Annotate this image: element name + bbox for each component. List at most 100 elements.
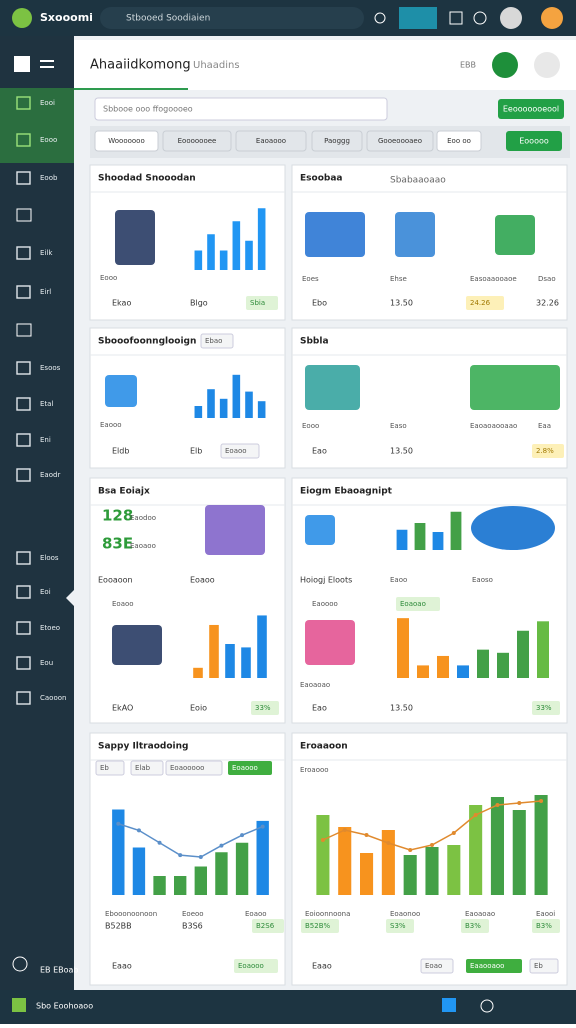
sidebar-icon[interactable] [16, 551, 31, 565]
sidebar-icon[interactable] [16, 171, 31, 185]
card-label[interactable]: Eb [534, 962, 543, 970]
badge[interactable] [228, 761, 272, 775]
tab[interactable] [235, 130, 307, 152]
card-label: Sbia [250, 299, 265, 307]
sidebar-icon[interactable] [16, 433, 31, 447]
tab-label[interactable]: Eooooooee [178, 137, 217, 145]
tab-label[interactable]: Eaoaooo [256, 137, 286, 145]
sidebar-label[interactable]: Esoos [40, 364, 61, 372]
avatar[interactable] [492, 52, 518, 78]
sidebar-icon[interactable] [16, 468, 31, 482]
bar [219, 398, 228, 418]
illustration [115, 210, 155, 265]
settings-icon[interactable] [473, 11, 487, 25]
card-label[interactable]: Ebao [205, 337, 222, 345]
brand: Sxooomi [40, 11, 93, 24]
tab[interactable] [94, 130, 159, 152]
tab[interactable] [162, 130, 232, 152]
tab[interactable] [311, 130, 363, 152]
sidebar-label[interactable]: Eoi [40, 588, 51, 596]
card-label: Eao [312, 447, 327, 456]
bar [417, 665, 429, 678]
sidebar-icon[interactable] [16, 96, 31, 110]
badge [301, 919, 339, 933]
card-label[interactable]: Eoao [425, 962, 442, 970]
badge[interactable] [165, 760, 223, 776]
sidebar-label[interactable]: Eni [40, 436, 51, 444]
sidebar-icon[interactable] [16, 285, 31, 299]
line [118, 823, 263, 858]
tab-label[interactable]: Paoggg [324, 137, 350, 145]
card-label: B3% [465, 922, 481, 930]
avatar[interactable] [541, 7, 563, 29]
badge[interactable] [220, 443, 260, 459]
sidebar-icon[interactable] [16, 691, 31, 705]
badge[interactable] [130, 760, 164, 776]
tab-label[interactable]: Gooeoooaeo [378, 137, 422, 145]
card-label: Eoes [302, 275, 319, 283]
avatar[interactable] [534, 52, 560, 78]
icon[interactable] [16, 323, 32, 337]
badge[interactable] [466, 959, 522, 973]
sidebar-icon[interactable] [16, 246, 31, 260]
icon[interactable] [449, 11, 463, 25]
page-subtitle: Uhaadins [193, 60, 240, 71]
tab[interactable] [436, 130, 482, 152]
tab[interactable] [366, 130, 434, 152]
badge[interactable] [200, 333, 234, 349]
badge[interactable] [529, 958, 559, 974]
card-label: Dsao [538, 275, 556, 283]
sidebar-label[interactable]: Eirl [40, 288, 51, 296]
menu-icon[interactable] [40, 66, 54, 68]
bottom-icon[interactable] [480, 999, 494, 1013]
search-icon[interactable] [374, 12, 386, 24]
sidebar-label[interactable]: Eou [40, 659, 53, 667]
sidebar-label[interactable]: Caooon [40, 694, 66, 702]
search-input[interactable] [94, 97, 388, 121]
badge[interactable] [95, 760, 125, 776]
sidebar-label[interactable]: Etoeo [40, 624, 60, 632]
bottom-icon[interactable] [442, 998, 456, 1012]
sidebar-icon[interactable] [16, 397, 31, 411]
icon[interactable] [16, 208, 32, 222]
sidebar-label[interactable]: Eooo [40, 136, 57, 144]
sidebar-icon[interactable] [16, 133, 31, 147]
menu-icon[interactable] [14, 56, 30, 72]
illustration [470, 365, 560, 410]
card-label[interactable]: Eoaoo [225, 447, 247, 455]
line-point [260, 824, 265, 829]
menu-icon[interactable] [40, 60, 54, 62]
sidebar-icon[interactable] [16, 585, 31, 599]
search-button[interactable] [498, 99, 564, 119]
bar [235, 842, 249, 895]
avatar[interactable] [500, 7, 522, 29]
sidebar-label[interactable]: Eilk [40, 249, 53, 257]
sidebar-label[interactable]: Eoob [40, 174, 58, 182]
tab-label[interactable]: Eoo oo [447, 137, 471, 145]
card-label[interactable]: Eaaooaoo [470, 962, 504, 970]
icon[interactable] [12, 956, 28, 972]
illustration [105, 375, 137, 407]
search-field[interactable] [100, 7, 364, 29]
card-label[interactable]: Elab [135, 764, 151, 772]
action-button[interactable] [506, 131, 562, 151]
card-label[interactable]: Eoaooo [232, 764, 258, 772]
bottom-label: Sbo Eoohoaoo [36, 1002, 93, 1011]
card-label[interactable]: Eb [100, 764, 109, 772]
sidebar-label[interactable]: Eloos [40, 554, 59, 562]
sidebar-icon[interactable] [16, 621, 31, 635]
badge [532, 919, 560, 933]
sidebar-label[interactable]: Etal [40, 400, 53, 408]
card-label: EkAO [112, 704, 133, 713]
sidebar-icon[interactable] [16, 656, 31, 670]
card-label[interactable]: Eoaooooo [170, 764, 204, 772]
sidebar-label[interactable]: Eooi [40, 99, 55, 107]
tab-label[interactable]: Wooooooo [108, 137, 145, 145]
sidebar-label[interactable]: Eaodr [40, 471, 60, 479]
bar [316, 815, 330, 895]
line-point [116, 821, 121, 826]
badge[interactable] [420, 958, 454, 974]
top-button[interactable] [399, 7, 437, 29]
card-label: Eoaoao [400, 600, 426, 608]
sidebar-icon[interactable] [16, 361, 31, 375]
